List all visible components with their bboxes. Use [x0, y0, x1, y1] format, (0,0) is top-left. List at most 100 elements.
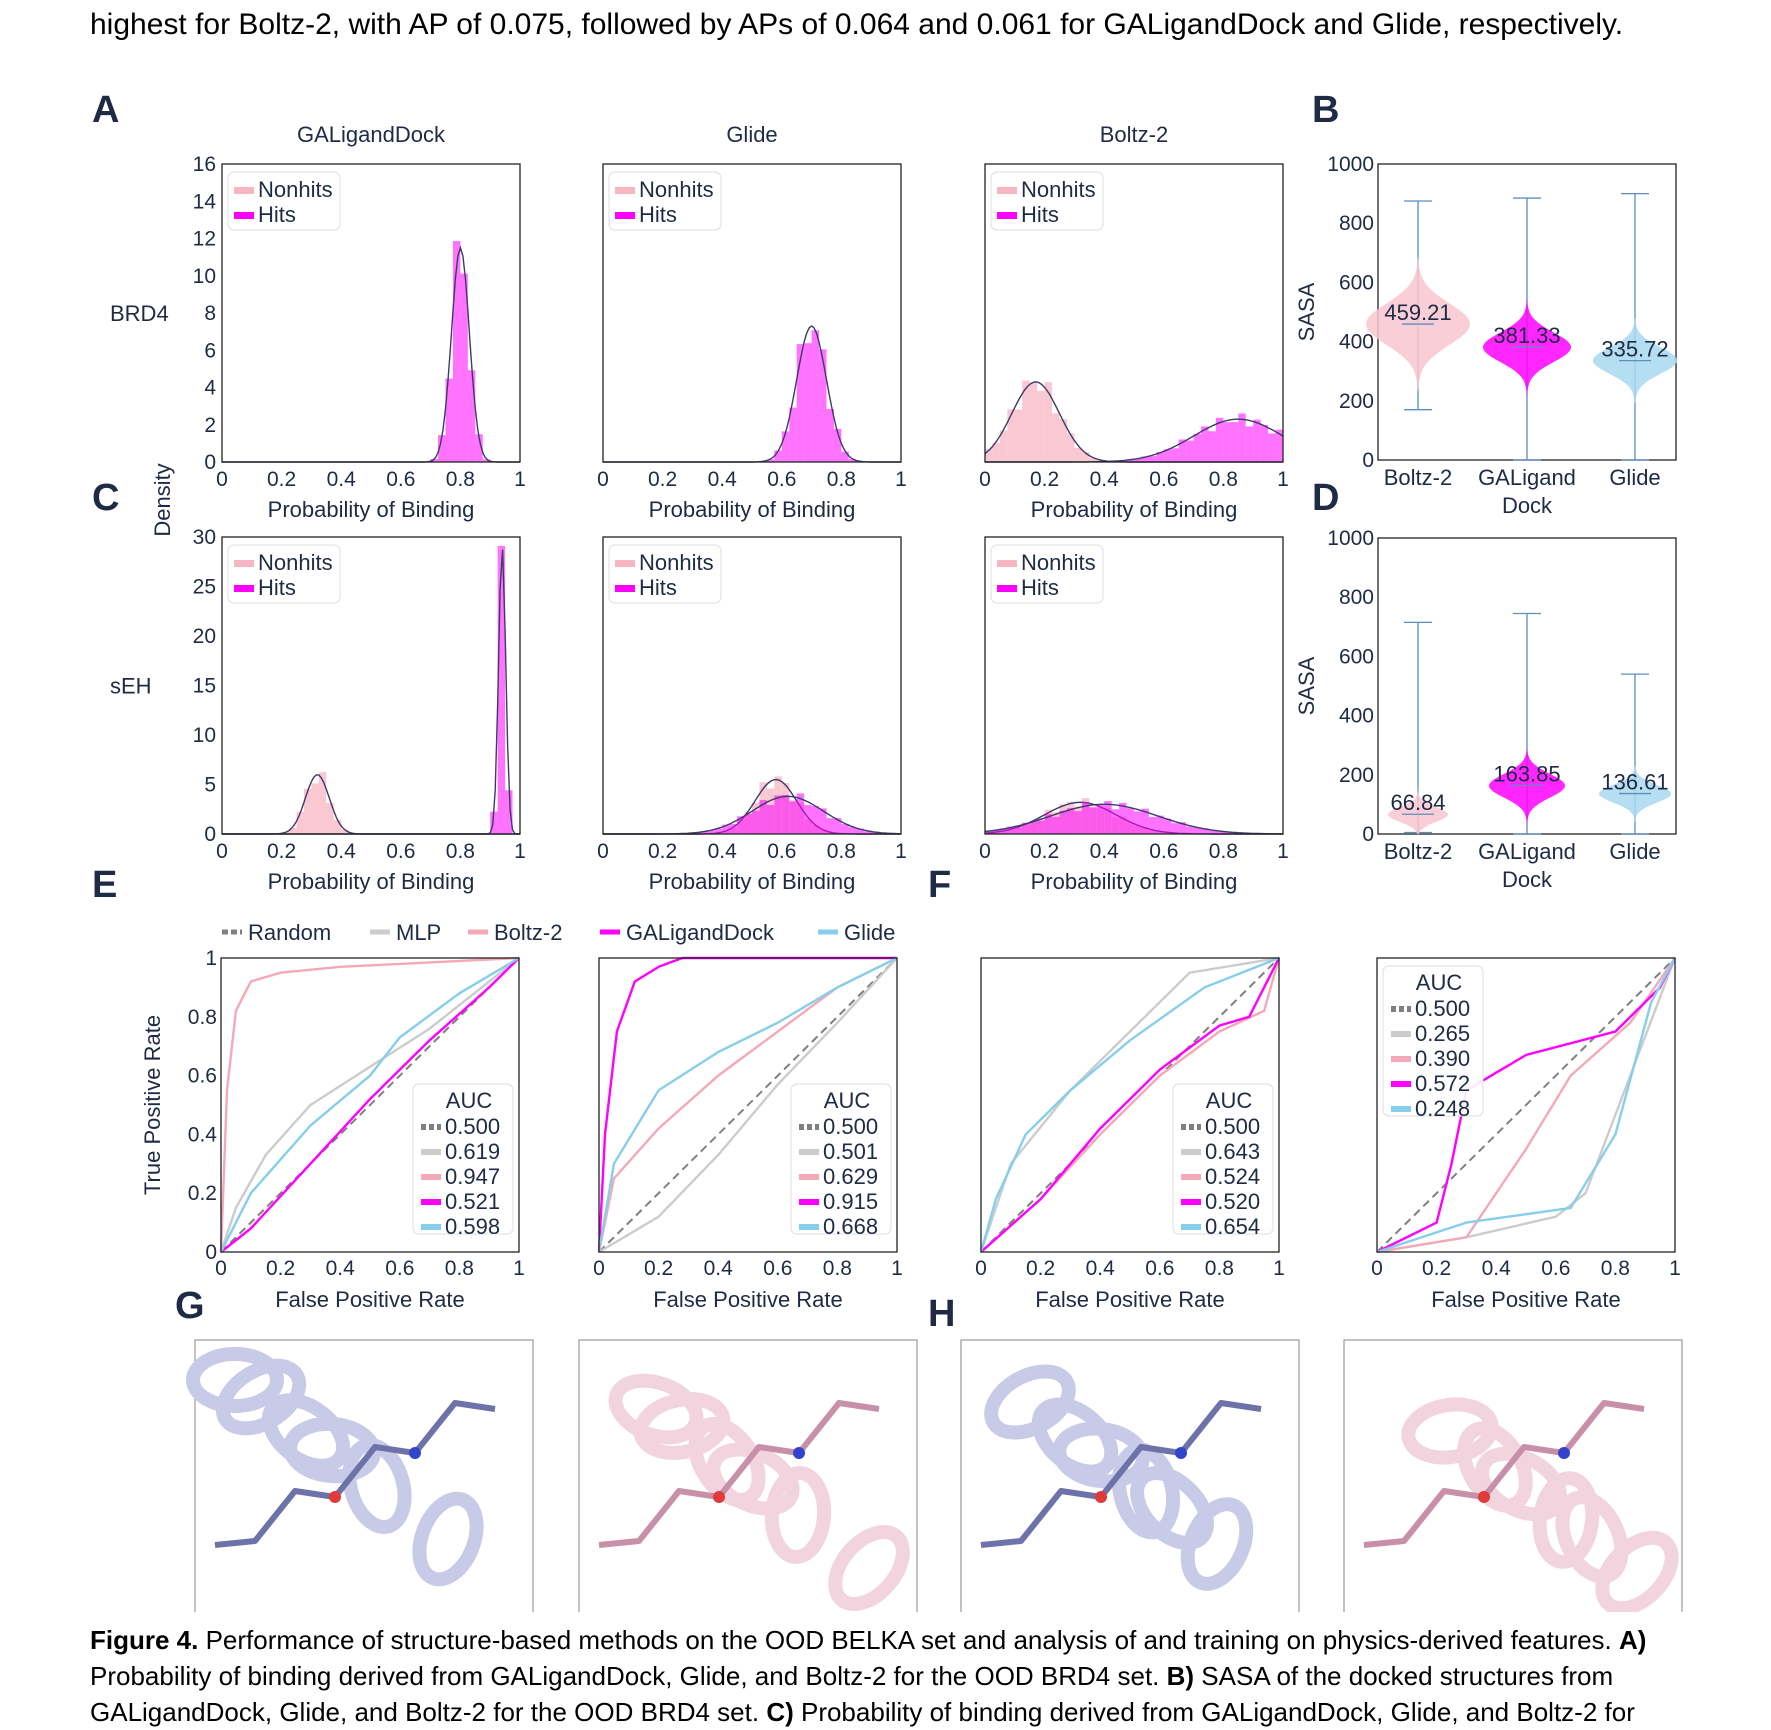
hist-bar-hits: [714, 828, 723, 834]
violin-category-label: GALigand: [1478, 465, 1576, 490]
plot-frame: [602, 536, 902, 835]
panel-label-a: A: [92, 89, 119, 131]
x-axis-label: False Positive Rate: [1431, 1287, 1621, 1312]
x-tick-label: 0.8: [445, 1257, 474, 1280]
row-label-seh: sEH: [110, 674, 152, 699]
x-tick-label: 0.6: [1149, 840, 1178, 863]
violin-category-label: Dock: [1502, 867, 1553, 892]
hist-bar-hits: [863, 831, 872, 834]
panel-label-e: E: [92, 864, 117, 906]
x-axis-label: Probability of Binding: [1031, 869, 1238, 894]
y-axis-label-sasa: SASA: [1294, 656, 1319, 715]
legend-box: [990, 544, 1104, 604]
auc-legend-value: 0.520: [1205, 1189, 1260, 1214]
panel-label-f: F: [928, 864, 951, 906]
hist-bar-hits: [1134, 458, 1142, 462]
legend-label-hits: Hits: [258, 575, 296, 600]
violin-median-label: 335.72: [1601, 337, 1668, 362]
x-tick-label: 1: [891, 1257, 903, 1280]
hist-bar-hits: [1096, 804, 1105, 834]
hist-bar-hits: [811, 330, 820, 462]
hist-title: GALigandDock: [297, 122, 446, 147]
hist-bar-hits: [1208, 431, 1216, 462]
ligand-stick: [980, 1400, 1262, 1548]
hist-bar-hits: [1163, 449, 1172, 462]
ligand-nitrogen-atom: [409, 1447, 421, 1459]
legend-swatch-hits: [234, 585, 254, 592]
plot-frame: [598, 957, 898, 1253]
hist-bar-hits: [774, 450, 782, 462]
hist-bar-hits: [1230, 422, 1239, 462]
hist-bar-hits: [766, 805, 775, 834]
violin-median-label: 136.61: [1601, 770, 1668, 795]
plot-frame: [220, 957, 520, 1253]
caption-label-c: C): [766, 1697, 794, 1727]
caption-label-a: A): [1619, 1625, 1647, 1655]
x-tick-label: 0: [597, 840, 609, 863]
x-tick-label: 0: [216, 840, 228, 863]
auc-legend-value: 0.915: [823, 1189, 878, 1214]
hist-bar-nonhits: [289, 827, 297, 834]
y-tick-label: 20: [193, 625, 216, 648]
hist-bar-hits: [1230, 832, 1239, 834]
hist-bar-hits: [1268, 433, 1276, 462]
y-tick-label: 1000: [1327, 153, 1374, 176]
legend-label-hits: Hits: [1021, 575, 1059, 600]
legend-label-nonhits: Nonhits: [258, 550, 333, 575]
hist-bar-hits: [1178, 822, 1187, 834]
protein-helix: [1052, 1421, 1150, 1489]
hist-bar-nonhits: [1089, 457, 1097, 462]
x-axis-label: Probability of Binding: [268, 869, 475, 894]
x-tick-label: 0.8: [827, 468, 856, 491]
x-tick-label: 0.6: [1149, 468, 1178, 491]
roc-curve-galiganddock: [220, 957, 520, 1253]
hist-bar-hits: [1044, 814, 1053, 834]
legend-label-nonhits: Nonhits: [1021, 550, 1096, 575]
panel-label-c: C: [92, 477, 119, 519]
hist-bar-hits: [781, 794, 790, 834]
hist-bar-hits: [1178, 439, 1187, 462]
x-tick-label: 0.6: [767, 468, 796, 491]
auc-legend-box: [1172, 1083, 1274, 1235]
x-axis-label: Probability of Binding: [268, 497, 475, 522]
legend-swatch-hits: [997, 212, 1017, 219]
legend-swatch-nonhits: [234, 187, 254, 194]
caption-text-1: Performance of structure-based methods o…: [198, 1625, 1620, 1655]
auc-legend-value: 0.572: [1415, 1071, 1470, 1096]
hist-bar-nonhits: [985, 448, 993, 462]
hist-bar-hits: [1215, 417, 1224, 462]
auc-legend-value: 0.598: [445, 1214, 500, 1239]
y-tick-label: 200: [1339, 764, 1374, 787]
legend-label-glide: Glide: [844, 920, 895, 945]
protein-helix: [215, 1358, 307, 1436]
roc-curve-glide: [979, 956, 1280, 1253]
x-tick-label: 1: [1277, 468, 1289, 491]
plot-frame: [980, 957, 1280, 1253]
caption-figure-label: Figure 4.: [90, 1625, 199, 1655]
legend-label-nonhits: Nonhits: [639, 550, 714, 575]
ligand-stick: [598, 1400, 880, 1548]
hist-bar-nonhits: [1052, 413, 1060, 462]
y-tick-label: 0: [1362, 449, 1374, 472]
x-tick-label: 1: [514, 840, 526, 863]
hist-bar-hits: [475, 434, 483, 462]
hist-bar-hits: [1074, 811, 1082, 834]
x-tick-label: 0.8: [446, 840, 475, 863]
x-tick-label: 1: [514, 468, 526, 491]
hist-bar-nonhits: [311, 783, 319, 834]
y-tick-label: 10: [193, 724, 216, 747]
hist-bar-nonhits: [1037, 391, 1045, 462]
kde-curve-hits: [603, 325, 901, 463]
hist-bar-hits: [1089, 807, 1097, 834]
y-tick-label: 0: [205, 1241, 217, 1264]
legend-label-galiganddock: GALigandDock: [626, 920, 775, 945]
hist-bar-hits: [819, 808, 827, 834]
hist-bar-nonhits: [341, 829, 349, 834]
violin-category-label: Boltz-2: [1384, 465, 1452, 490]
x-tick-label: 0.6: [386, 840, 415, 863]
hist-bar-hits: [445, 378, 453, 462]
row-label-brd4: BRD4: [110, 301, 169, 326]
x-tick-label: 0.2: [267, 840, 296, 863]
